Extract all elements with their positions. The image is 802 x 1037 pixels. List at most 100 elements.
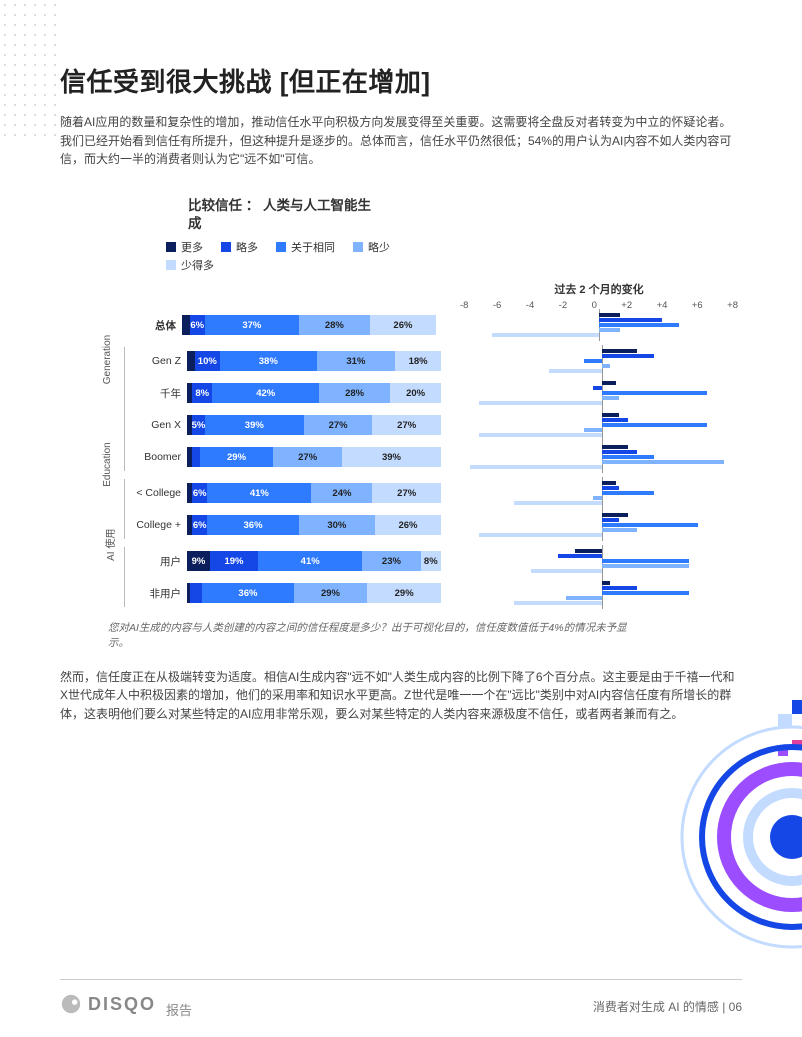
ring-decoration — [642, 717, 802, 957]
chart-row: Gen Z10%38%31%18% — [129, 347, 742, 375]
chart-group: AI 使用用户9%19%41%23%8%非用户36%29%29% — [108, 547, 742, 607]
change-bar — [602, 396, 620, 400]
change-bar — [593, 386, 602, 390]
change-bar — [599, 323, 679, 327]
chart-group: 总体6%37%28%26% — [108, 311, 742, 339]
legend-item: 略多 — [221, 239, 258, 255]
chart-row: 用户9%19%41%23%8% — [129, 547, 742, 575]
bar-segment: 29% — [200, 447, 274, 467]
bar-segment: 36% — [202, 583, 293, 603]
diverging-bars — [461, 411, 742, 439]
bar-segment: 19% — [210, 551, 258, 571]
bar-segment: 30% — [299, 515, 375, 535]
legend-item: 关于相同 — [276, 239, 335, 255]
bar-segment: 27% — [372, 415, 441, 435]
bar-segment — [190, 583, 203, 603]
chart-row: 总体6%37%28%26% — [124, 311, 742, 339]
bar-segment: 26% — [370, 315, 436, 335]
change-bar — [479, 533, 602, 537]
bar-segment: 39% — [342, 447, 441, 467]
stacked-bar: 5%39%27%27% — [187, 415, 441, 435]
bar-segment: 36% — [207, 515, 298, 535]
change-bar — [593, 496, 602, 500]
change-bar — [584, 428, 602, 432]
stacked-bar: 10%38%31%18% — [187, 351, 441, 371]
bar-segment: 41% — [258, 551, 362, 571]
bar-segment: 20% — [390, 383, 441, 403]
bar-segment: 9% — [187, 551, 210, 571]
chart-row: Gen X5%39%27%27% — [129, 411, 742, 439]
change-bar — [602, 564, 690, 568]
stacked-bar: 6%41%24%27% — [187, 483, 441, 503]
bar-segment: 23% — [362, 551, 420, 571]
body-paragraph-2: 然而，信任度正在从极端转变为适度。相信AI生成内容"远不如"人类生成内容的比例下… — [60, 668, 742, 724]
axis-tick: -2 — [559, 300, 567, 311]
change-bar — [599, 313, 620, 317]
bar-segment: 18% — [395, 351, 441, 371]
chart-footnote: 您对AI生成的内容与人类创建的内容之间的信任程度是多少？出于可视化目的，信任度数… — [108, 621, 628, 651]
bar-segment: 27% — [372, 483, 441, 503]
stacked-bar: 6%36%30%26% — [187, 515, 441, 535]
stacked-bar: 8%42%28%20% — [187, 383, 441, 403]
bar-segment: 6% — [192, 515, 207, 535]
bar-segment: 6% — [192, 483, 207, 503]
row-label: 非用户 — [129, 586, 187, 601]
legend-item: 更多 — [166, 239, 203, 255]
change-bar — [602, 364, 611, 368]
change-bar — [566, 596, 601, 600]
change-bar — [470, 465, 602, 469]
diverging-bars — [461, 547, 742, 575]
change-bar — [531, 569, 601, 573]
change-bar — [602, 423, 707, 427]
brand-logo: DISQO — [60, 993, 156, 1015]
bar-segment: 29% — [294, 583, 368, 603]
change-bar — [602, 413, 620, 417]
bar-segment: 10% — [195, 351, 220, 371]
change-bar — [549, 369, 602, 373]
stacked-bar: 9%19%41%23%8% — [187, 551, 441, 571]
legend-item: 略少 — [353, 239, 390, 255]
bar-segment: 24% — [311, 483, 372, 503]
bar-segment: 38% — [220, 351, 317, 371]
page-footer: DISQO 报告 消费者对生成 AI 的情感 | 06 — [60, 993, 742, 1019]
change-bar — [575, 549, 601, 553]
diverging-bars — [461, 511, 742, 539]
stacked-bar: 6%37%28%26% — [182, 315, 436, 335]
change-bar — [602, 418, 628, 422]
trust-chart: 比较信任 ： 人类与人工智能生成 更多略多关于相同略少少得多 过去 2 个月的变… — [108, 197, 742, 607]
intro-paragraph: 随着AI应用的数量和复杂性的增加，推动信任水平向积极方向发展变得至关重要。这需要… — [60, 113, 742, 169]
change-bar — [602, 581, 611, 585]
change-bar — [602, 513, 628, 517]
group-label: AI 使用 — [102, 529, 117, 561]
bar-segment: 28% — [319, 383, 390, 403]
change-bar — [514, 601, 602, 605]
footer-page-info: 消费者对生成 AI 的情感 | 06 — [593, 998, 742, 1015]
change-bar — [602, 349, 637, 353]
axis-tick: +8 — [727, 300, 738, 311]
diverging-bars — [461, 379, 742, 407]
change-bar — [479, 433, 602, 437]
axis-tick: +2 — [621, 300, 632, 311]
change-bar — [602, 460, 725, 464]
chart-row: 非用户36%29%29% — [129, 579, 742, 607]
axis-tick: +6 — [692, 300, 703, 311]
bar-segment: 29% — [367, 583, 441, 603]
right-axis-title: 过去 2 个月的变化 — [456, 281, 742, 297]
brand-sub: 报告 — [166, 1000, 192, 1019]
bar-segment — [192, 447, 200, 467]
change-bar — [602, 559, 690, 563]
brand-name: DISQO — [88, 994, 156, 1015]
group-label: Generation — [102, 335, 113, 384]
axis-tick: -6 — [493, 300, 501, 311]
group-label: Education — [102, 442, 113, 486]
chart-group: GenerationGen Z10%38%31%18%千年8%42%28%20%… — [108, 347, 742, 471]
axis-tick: -8 — [460, 300, 468, 311]
bar-segment: 8% — [421, 551, 441, 571]
row-label: 千年 — [129, 386, 187, 401]
bar-segment: 26% — [375, 515, 441, 535]
bar-segment: 28% — [299, 315, 370, 335]
bar-segment: 37% — [205, 315, 299, 335]
change-bar — [602, 391, 707, 395]
change-bar — [602, 486, 620, 490]
diverging-bars — [461, 443, 742, 471]
